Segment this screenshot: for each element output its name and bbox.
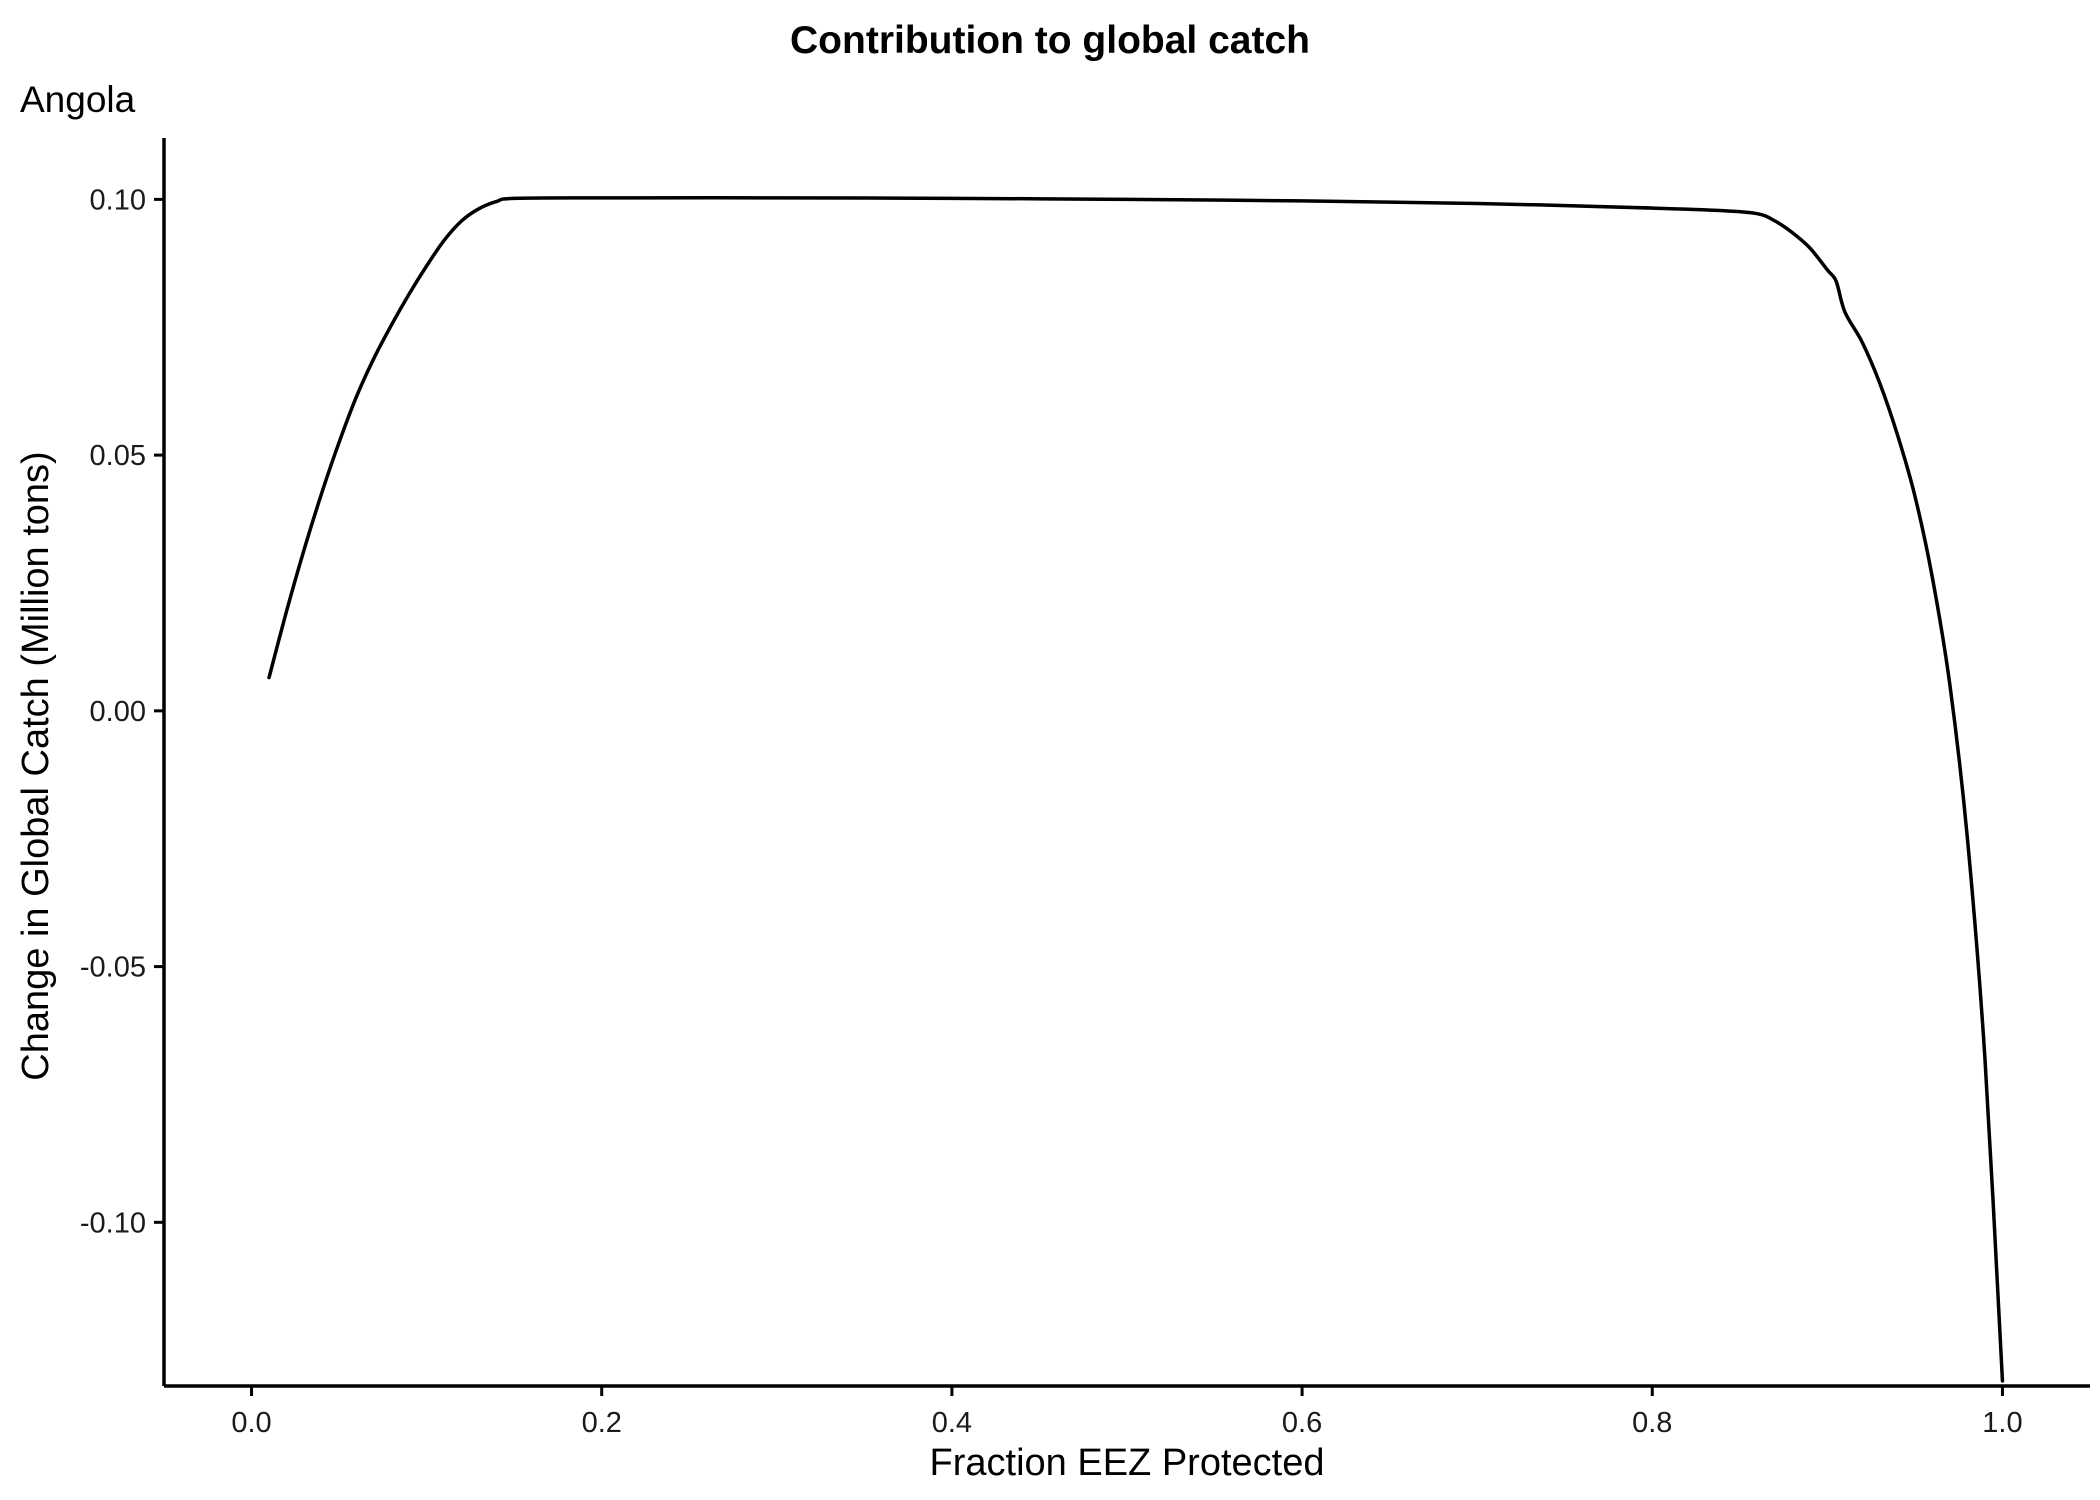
x-tick-label: 1.0 bbox=[1982, 1407, 2022, 1439]
y-axis-ticks: -0.10 -0.05 0.00 0.05 0.10 bbox=[80, 184, 164, 1239]
x-tick-label: 0.4 bbox=[932, 1407, 972, 1439]
series-line bbox=[267, 196, 2005, 1383]
x-tick-label: 0.0 bbox=[231, 1407, 271, 1439]
chart-title: Contribution to global catch bbox=[790, 19, 1310, 62]
y-axis-title: Change in Global Catch (Million tons) bbox=[15, 451, 57, 1080]
y-tick-label: -0.05 bbox=[80, 952, 146, 984]
y-tick-label: -0.10 bbox=[80, 1207, 146, 1239]
x-tick-label: 0.6 bbox=[1282, 1407, 1322, 1439]
chart-subtitle: Angola bbox=[20, 79, 136, 120]
x-axis-ticks: 0.0 0.2 0.4 0.6 0.8 1.0 bbox=[231, 1386, 2023, 1439]
series-layer bbox=[267, 196, 2005, 1383]
y-tick-label: 0.00 bbox=[90, 696, 146, 728]
x-tick-label: 0.2 bbox=[582, 1407, 622, 1439]
y-tick-label: 0.10 bbox=[90, 184, 146, 216]
y-tick-label: 0.05 bbox=[90, 440, 146, 472]
x-tick-label: 0.8 bbox=[1632, 1407, 1672, 1439]
x-axis-title: Fraction EEZ Protected bbox=[930, 1442, 1325, 1484]
